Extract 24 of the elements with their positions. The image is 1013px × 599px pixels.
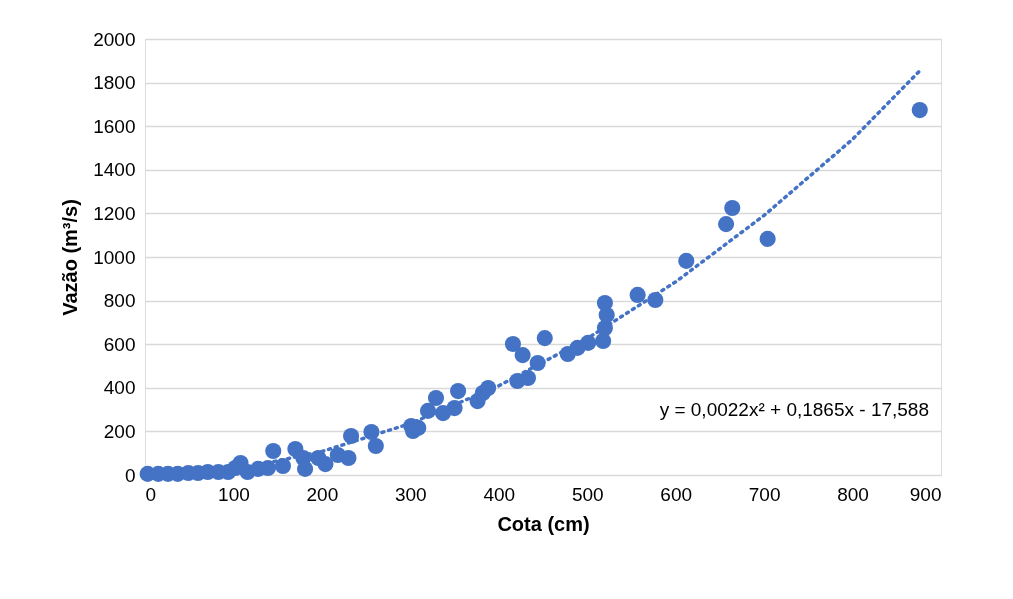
x-tick-label: 800	[837, 483, 869, 505]
x-tick-label: 0	[145, 483, 157, 505]
y-tick-label: 2000	[93, 28, 136, 50]
y-tick-label: 0	[124, 464, 136, 486]
y-tick-label: 1800	[93, 72, 136, 94]
y-tick-label: 1400	[93, 159, 136, 181]
y-tick-label: 600	[103, 333, 136, 355]
y-tick-label: 1200	[93, 202, 136, 224]
x-tick-label: 400	[483, 483, 516, 505]
x-tick-label: 300	[394, 483, 427, 505]
x-tick-label: 500	[571, 483, 604, 505]
x-tick-label: 900	[909, 483, 942, 505]
x-tick-label: 600	[660, 483, 693, 505]
y-tick-label: 1000	[93, 246, 136, 268]
x-tick-label: 700	[748, 483, 781, 505]
y-tick-label: 1600	[93, 115, 136, 137]
x-tick-label: 200	[306, 483, 339, 505]
annotation: y = 0,0022x² + 0,1865x - 17,588	[659, 398, 929, 420]
y-tick-label: 800	[103, 290, 136, 312]
y-tick-label: 200	[103, 420, 136, 442]
y-tick-label: 400	[103, 377, 136, 399]
x-axis-title: Cota (cm)	[497, 512, 590, 535]
x-tick-label: 100	[218, 483, 250, 505]
y-axis-title: Vazão (m³/s)	[59, 199, 82, 316]
